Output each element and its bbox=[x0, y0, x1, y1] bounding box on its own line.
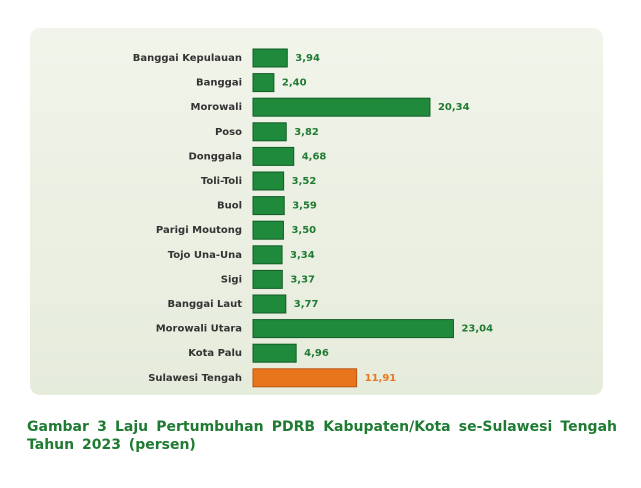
value-label: 3,37 bbox=[290, 274, 315, 285]
bar bbox=[252, 343, 297, 363]
category-label: Sigi bbox=[221, 274, 242, 285]
category-label: Banggai Laut bbox=[168, 299, 243, 310]
value-label: 20,34 bbox=[438, 102, 470, 113]
bar bbox=[252, 171, 285, 191]
bar bbox=[252, 269, 283, 289]
value-label: 3,94 bbox=[295, 53, 320, 64]
value-label: 3,34 bbox=[290, 250, 315, 261]
bar bbox=[252, 220, 284, 240]
value-label: 11,91 bbox=[365, 373, 397, 384]
category-label: Sulawesi Tengah bbox=[148, 373, 242, 384]
category-label: Tojo Una-Una bbox=[168, 250, 242, 261]
bar bbox=[252, 146, 295, 166]
category-label: Buol bbox=[217, 201, 242, 212]
bar bbox=[252, 196, 285, 216]
value-label: 3,50 bbox=[291, 225, 316, 236]
chart: Banggai Kepulauan 3,94 Banggai 2,40 Morowali… bbox=[30, 28, 603, 395]
value-label: 3,82 bbox=[294, 127, 319, 138]
category-label: Parigi Moutong bbox=[156, 225, 242, 236]
category-label: Banggai bbox=[196, 78, 242, 89]
category-label: Toli-Toli bbox=[201, 176, 242, 187]
bar bbox=[252, 97, 431, 117]
value-label: 2,40 bbox=[282, 78, 307, 89]
category-label: Donggala bbox=[188, 151, 242, 162]
chart-panel bbox=[30, 28, 603, 395]
category-label: Poso bbox=[215, 127, 242, 138]
bar bbox=[252, 122, 287, 142]
chart-caption: Gambar 3 Laju Pertumbuhan PDRB Kabupaten… bbox=[27, 419, 617, 453]
bar bbox=[252, 319, 454, 339]
bar bbox=[252, 245, 283, 265]
category-label: Morowali bbox=[191, 102, 242, 113]
category-label: Kota Palu bbox=[188, 348, 242, 359]
value-label: 3,52 bbox=[292, 176, 317, 187]
bar bbox=[252, 368, 358, 388]
category-label: Morowali Utara bbox=[156, 324, 242, 335]
bar bbox=[252, 294, 287, 314]
bar bbox=[252, 48, 288, 68]
value-label: 4,68 bbox=[302, 151, 327, 162]
category-label: Banggai Kepulauan bbox=[133, 53, 242, 64]
bar bbox=[252, 73, 275, 93]
value-label: 23,04 bbox=[461, 324, 493, 335]
value-label: 4,96 bbox=[304, 348, 329, 359]
value-label: 3,77 bbox=[294, 299, 319, 310]
value-label: 3,59 bbox=[292, 201, 317, 212]
